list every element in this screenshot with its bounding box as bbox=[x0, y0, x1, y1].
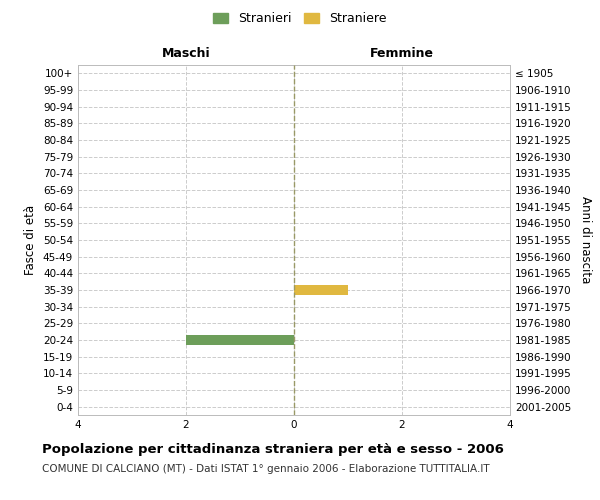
Y-axis label: Anni di nascita: Anni di nascita bbox=[578, 196, 592, 284]
Legend: Stranieri, Straniere: Stranieri, Straniere bbox=[209, 8, 391, 29]
Bar bbox=[186, 334, 294, 345]
Y-axis label: Fasce di età: Fasce di età bbox=[25, 205, 37, 275]
Text: COMUNE DI CALCIANO (MT) - Dati ISTAT 1° gennaio 2006 - Elaborazione TUTTITALIA.I: COMUNE DI CALCIANO (MT) - Dati ISTAT 1° … bbox=[42, 464, 490, 474]
Text: Popolazione per cittadinanza straniera per età e sesso - 2006: Popolazione per cittadinanza straniera p… bbox=[42, 442, 504, 456]
Bar bbox=[294, 284, 348, 296]
